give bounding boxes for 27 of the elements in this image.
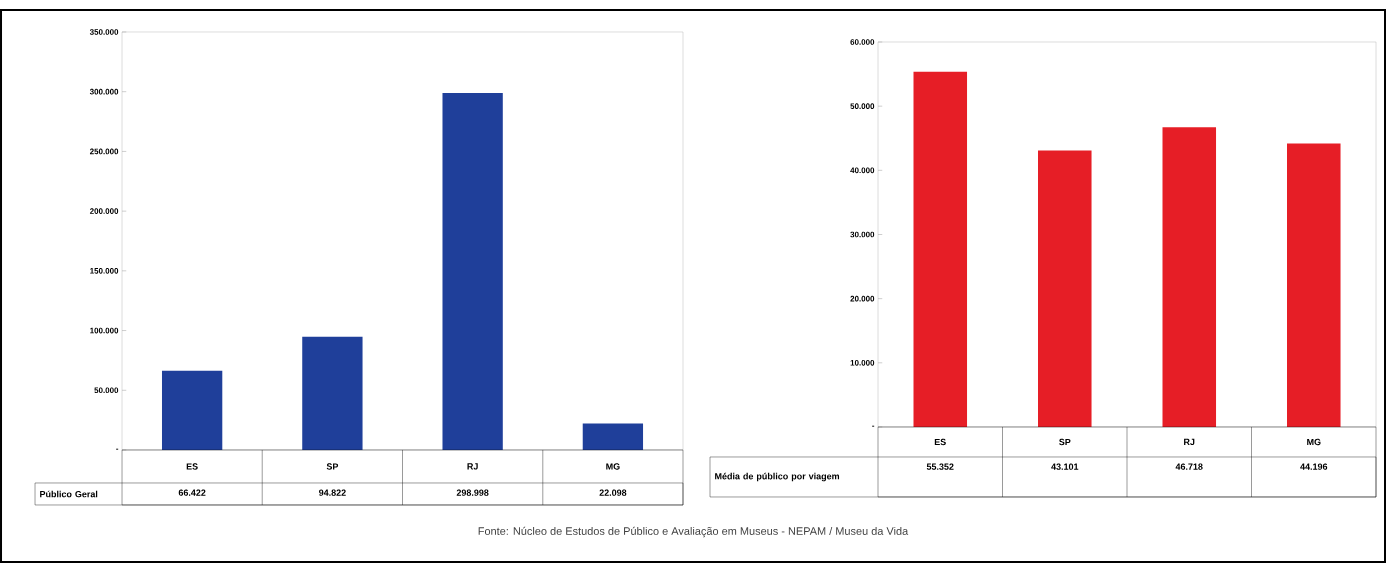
bar	[1287, 143, 1341, 427]
text: Público Geral	[40, 490, 98, 498]
source-note: Fonte: Núcleo de Estudos de Público e Avaliação em Museus - NEPAM / Museu da Vida	[478, 526, 909, 538]
x-tick-label: ES	[934, 438, 946, 446]
x-tick-label: SP	[326, 463, 339, 470]
data-label: 298.998	[456, 489, 489, 496]
x-tick-label: MG	[1307, 438, 1321, 446]
data-label: 55.352	[926, 463, 954, 470]
text: Média de público por viagem	[715, 472, 840, 482]
data-label: 66.422	[178, 489, 206, 496]
x-tick-label: RJ	[1184, 438, 1195, 446]
data-label: 94.822	[319, 489, 346, 496]
x-tick-label: ES	[186, 463, 198, 470]
bar	[913, 71, 968, 427]
bar	[582, 423, 644, 450]
data-label: 43.101	[1051, 463, 1079, 470]
x-tick-label: RJ	[467, 463, 478, 470]
bar	[161, 370, 223, 450]
bar	[302, 336, 363, 450]
x-tick-label: SP	[1059, 438, 1071, 446]
data-label: 44.196	[1300, 463, 1328, 470]
bar	[1162, 127, 1217, 427]
data-label: 22.098	[599, 489, 627, 496]
data-label: 46.718	[1175, 463, 1203, 470]
bar	[442, 92, 503, 450]
x-tick-label: MG	[606, 463, 620, 470]
bar	[1038, 150, 1092, 427]
